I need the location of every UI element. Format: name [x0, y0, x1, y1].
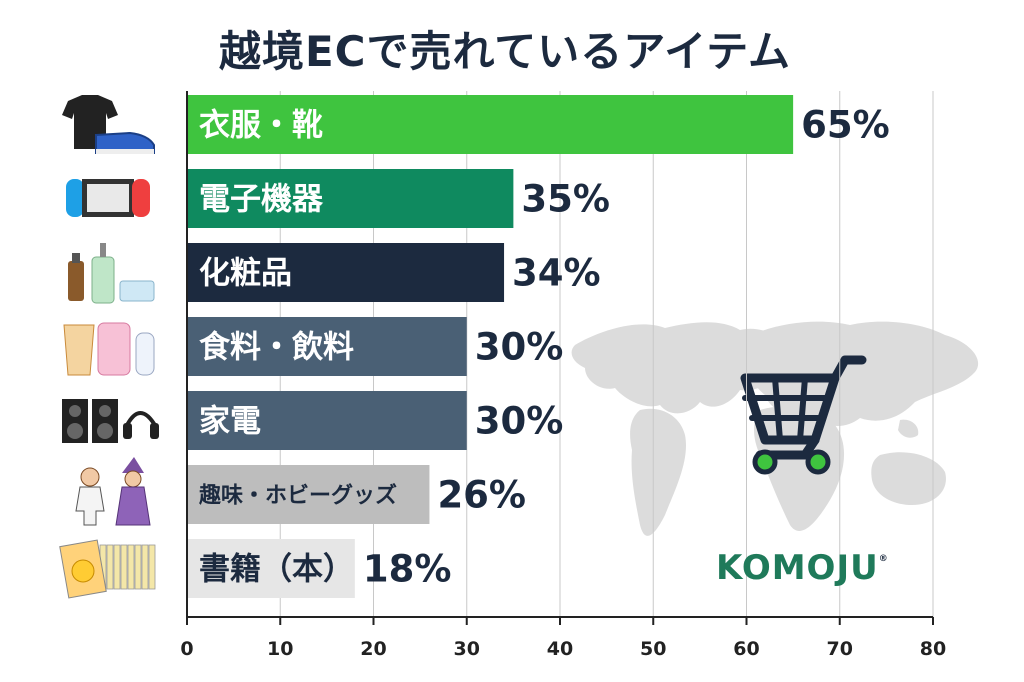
- bar-category-label: 衣服・靴: [199, 108, 323, 144]
- x-tick-label: 20: [360, 638, 386, 660]
- comic-books-icon: [59, 539, 156, 599]
- bar-value-label: 35%: [521, 178, 610, 221]
- bar: [187, 539, 355, 598]
- brand-registered-mark: ®: [878, 554, 889, 564]
- bar: [187, 243, 505, 302]
- cosmetics-icon: [68, 243, 155, 304]
- speaker-headphones-icon: [62, 399, 159, 443]
- x-tick-label: 60: [733, 638, 759, 660]
- bar-category-label: 趣味・ホビーグッズ: [198, 483, 397, 509]
- x-tick-label: 80: [920, 638, 946, 660]
- bar: [187, 95, 794, 154]
- bar-category-label: 家電: [199, 404, 261, 440]
- tshirt-sneaker-icon: [62, 95, 155, 154]
- hobby-figures-icon: [75, 457, 151, 526]
- shopping-cart-icon: [740, 355, 867, 475]
- x-tick-label: 30: [454, 638, 480, 660]
- x-tick-label: 0: [180, 638, 193, 660]
- bar-category-label: 書籍（本）: [199, 552, 354, 588]
- x-tick-label: 10: [267, 638, 293, 660]
- bar-value-label: 65%: [801, 104, 890, 147]
- bar: [187, 465, 430, 524]
- bar: [187, 317, 467, 376]
- x-tick-label: 70: [827, 638, 853, 660]
- x-axis: 0 10 20 30 40 50 60 70 80: [180, 91, 946, 660]
- bar-category-label: 電子機器: [199, 182, 324, 218]
- bar-value-label: 30%: [475, 326, 564, 369]
- game-console-icon: [66, 179, 150, 217]
- chart-title: 越境ECで売れているアイテム: [218, 27, 792, 76]
- bar-category-label: 食料・飲料: [199, 330, 354, 366]
- category-icons: [59, 95, 159, 599]
- bar-value-label: 34%: [512, 252, 601, 295]
- bar-value-label: 30%: [475, 400, 564, 443]
- bar: [187, 391, 467, 450]
- bar-value-label: 18%: [363, 548, 452, 591]
- bar-category-label: 化粧品: [199, 256, 292, 292]
- x-tick-label: 50: [640, 638, 666, 660]
- x-tick-label: 40: [547, 638, 573, 660]
- world-map-icon: [571, 321, 979, 536]
- bar: [187, 169, 514, 228]
- brand-name: KOMOJU: [716, 548, 879, 588]
- brand-logo: KOMOJU®: [716, 548, 889, 588]
- bars: 衣服・靴 65% 電子機器 35% 化粧品 34% 食料・飲料 30% 家電 30% 趣味・ホビーグ…: [187, 95, 890, 598]
- bar-value-label: 26%: [437, 474, 526, 517]
- food-milk-icon: [63, 322, 155, 376]
